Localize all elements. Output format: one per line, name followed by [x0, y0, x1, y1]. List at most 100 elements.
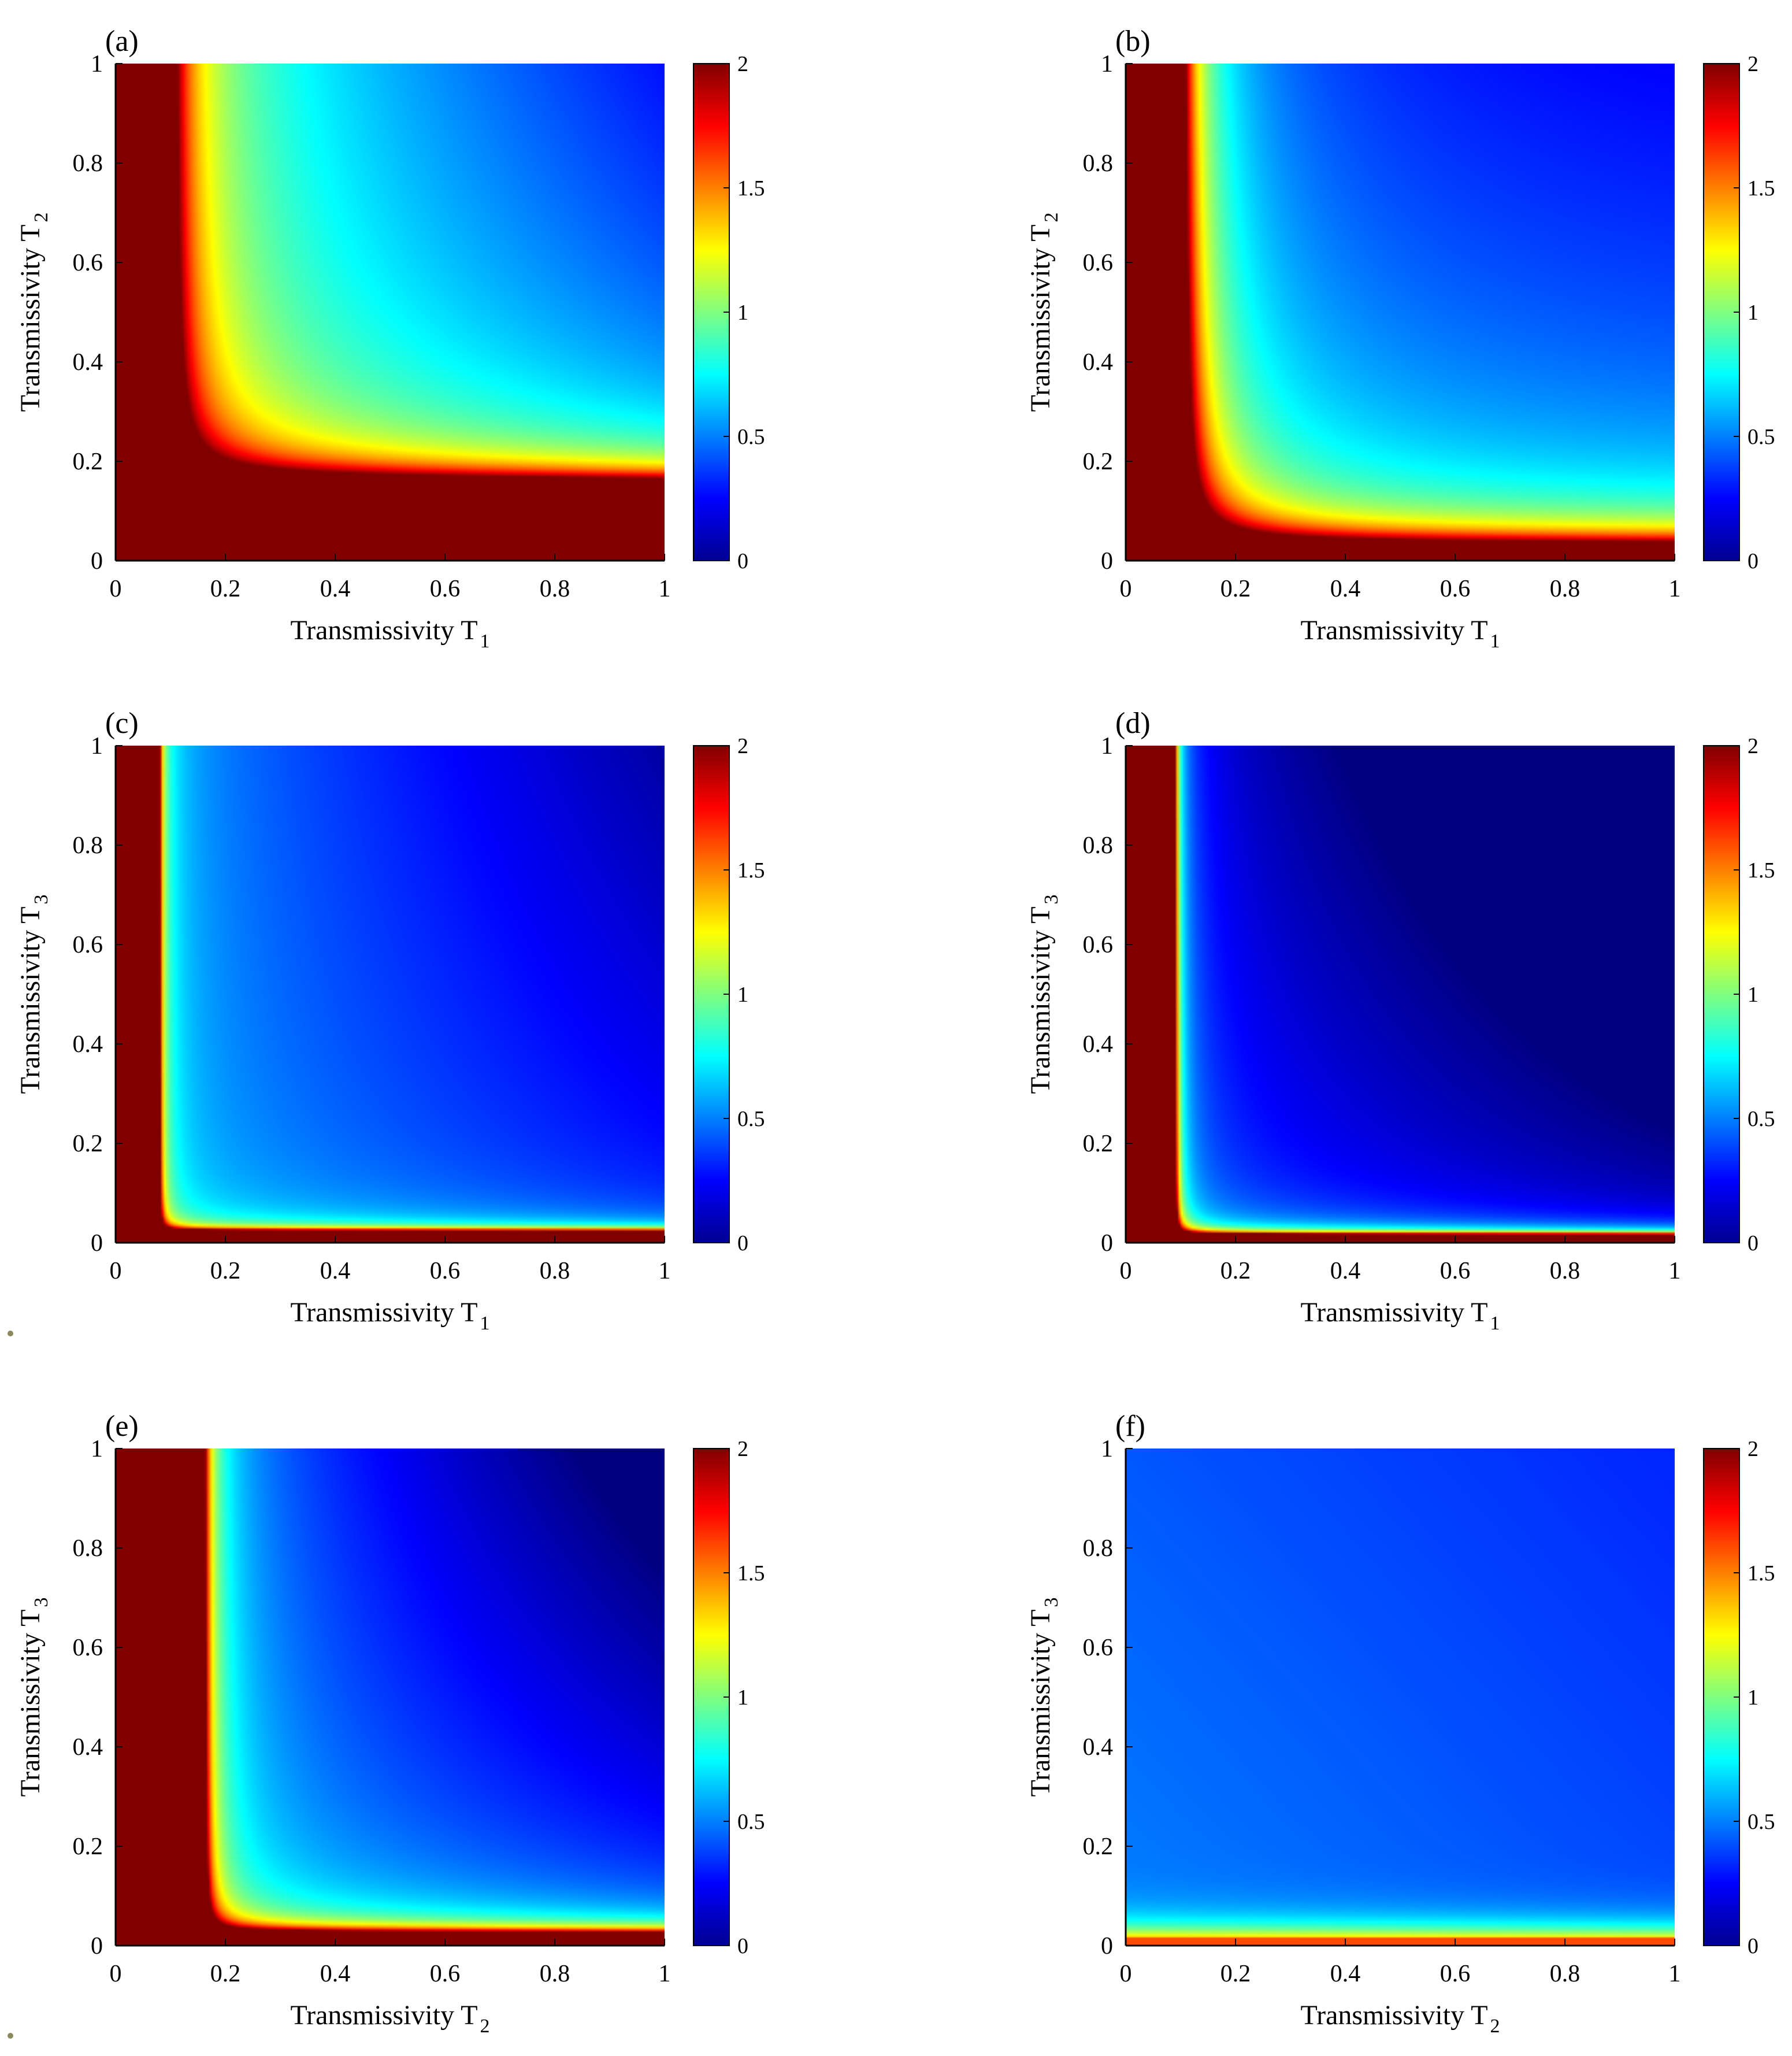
- colorbar-tick-label: 1: [737, 301, 748, 325]
- colorbar-tick-label: 2: [1748, 1437, 1758, 1461]
- y-tick-label: 0.6: [73, 932, 103, 958]
- y-axis-label: Transmissivity T2: [1025, 212, 1062, 412]
- heatmap-image: [1126, 746, 1675, 1243]
- y-tick-label: 0.2: [73, 1833, 103, 1860]
- x-tick-label: 0: [1120, 1961, 1132, 1987]
- heatmap-panel: 0 0.2 0.4 0.6 0.8 1 0 0.2 0.4 0.6 0.8 1 Transmissivi…: [1025, 25, 1775, 652]
- x-tick-label: 0: [110, 576, 122, 602]
- panel-label: (c): [105, 707, 139, 740]
- y-tick-label: 1: [91, 1436, 103, 1462]
- x-tick-label: 0.4: [1330, 1961, 1361, 1987]
- x-tick-label: 0.2: [1220, 1961, 1251, 1987]
- x-tick-label: 0.8: [540, 1961, 570, 1987]
- y-tick-label: 1: [1101, 1436, 1113, 1462]
- y-axis-label: Transmissivity T2: [15, 212, 52, 412]
- x-tick-label: 0.6: [430, 1258, 461, 1284]
- x-tick-label: 0.2: [1220, 576, 1251, 602]
- x-tick-label: 0.4: [320, 1961, 351, 1987]
- colorbar-tick-label: 1.5: [1748, 858, 1775, 883]
- x-tick-label: 1: [1669, 1258, 1681, 1284]
- colorbar-tick-label: 2: [737, 734, 748, 758]
- y-tick-label: 0.8: [1083, 150, 1114, 177]
- y-tick-label: 1: [91, 733, 103, 760]
- colorbar-tick-label: 0: [1748, 1934, 1758, 1958]
- y-axis-label: Transmissivity T3: [1025, 1597, 1062, 1796]
- x-tick-label: 1: [1669, 576, 1681, 602]
- y-tick-label: 0.2: [1083, 1833, 1114, 1860]
- y-axis-label: Transmissivity T3: [1025, 894, 1062, 1094]
- heatmap-image: [116, 64, 665, 561]
- y-tick-label: 0.6: [1083, 1635, 1114, 1661]
- x-tick-label: 0.2: [210, 1961, 241, 1987]
- x-tick-label: 0: [1120, 1258, 1132, 1284]
- x-tick-label: 1: [659, 1961, 671, 1987]
- colorbar-tick-label: 1: [1748, 1685, 1758, 1710]
- colorbar-tick-label: 1.5: [737, 176, 765, 201]
- y-axis-label: Transmissivity T3: [15, 894, 52, 1094]
- heatmap-panel: 0 0.2 0.4 0.6 0.8 1 0 0.2 0.4 0.6 0.8 1 Transmissivi…: [15, 25, 765, 652]
- x-tick-label: 0.2: [210, 576, 241, 602]
- y-tick-label: 0.6: [73, 1635, 103, 1661]
- colorbar-tick-label: 1: [737, 983, 748, 1007]
- colorbar-tick-label: 2: [737, 1437, 748, 1461]
- x-tick-label: 0: [110, 1258, 122, 1284]
- y-tick-label: 0: [1101, 548, 1113, 575]
- y-tick-label: 0.2: [73, 1131, 103, 1157]
- x-tick-label: 0.6: [1440, 1258, 1471, 1284]
- colorbar-tick-label: 0: [737, 1934, 748, 1958]
- y-tick-label: 0: [91, 1933, 103, 1959]
- stray-dot: [8, 1331, 13, 1336]
- x-tick-label: 0.4: [320, 576, 351, 602]
- colorbar-tick-label: 1.5: [737, 1561, 765, 1585]
- y-tick-label: 0.2: [1083, 449, 1114, 475]
- colorbar-tick-label: 1.5: [1748, 1561, 1775, 1585]
- panel-label: (f): [1115, 1410, 1145, 1443]
- colorbar-tick-label: 2: [1748, 52, 1758, 76]
- panel-label: (b): [1115, 25, 1151, 58]
- colorbar-tick-label: 2: [1748, 734, 1758, 758]
- colorbar-tick-label: 0.5: [1748, 1810, 1775, 1834]
- y-tick-label: 0.8: [1083, 1535, 1114, 1562]
- x-tick-label: 0.4: [320, 1258, 351, 1284]
- panel-label: (d): [1115, 707, 1151, 740]
- x-tick-label: 0.8: [1550, 1961, 1580, 1987]
- y-tick-label: 0.8: [73, 150, 103, 177]
- x-tick-label: 0.8: [1550, 1258, 1580, 1284]
- heatmap-image: [116, 1449, 665, 1946]
- x-tick-label: 1: [659, 1258, 671, 1284]
- x-tick-label: 0.6: [1440, 1961, 1471, 1987]
- y-tick-label: 0: [1101, 1933, 1113, 1959]
- y-tick-label: 0.2: [73, 449, 103, 475]
- y-tick-label: 0.4: [1083, 1734, 1114, 1761]
- y-tick-label: 0: [91, 548, 103, 575]
- x-tick-label: 0: [1120, 576, 1132, 602]
- colorbar-tick-label: 0.5: [737, 1810, 765, 1834]
- y-tick-label: 0.2: [1083, 1131, 1114, 1157]
- colorbar-tick-label: 1: [737, 1685, 748, 1710]
- colorbar-tick-label: 0.5: [1748, 425, 1775, 449]
- heatmap-panel: 0 0.2 0.4 0.6 0.8 1 0 0.2 0.4 0.6 0.8 1 Transmissivi…: [1025, 1410, 1775, 2037]
- x-tick-label: 1: [659, 576, 671, 602]
- heatmap-image: [1126, 64, 1675, 561]
- x-tick-label: 0.2: [1220, 1258, 1251, 1284]
- colorbar-tick-label: 0.5: [1748, 1107, 1775, 1131]
- heatmap-panel: 0 0.2 0.4 0.6 0.8 1 0 0.2 0.4 0.6 0.8 1 Transmissivi…: [15, 707, 765, 1334]
- colorbar-tick-label: 1.5: [737, 858, 765, 883]
- x-tick-label: 0.6: [430, 1961, 461, 1987]
- y-tick-label: 0.6: [1083, 932, 1114, 958]
- y-tick-label: 0: [1101, 1230, 1113, 1257]
- y-tick-label: 1: [91, 51, 103, 77]
- colorbar-tick-label: 0.5: [737, 425, 765, 449]
- x-tick-label: 0.8: [540, 1258, 570, 1284]
- x-tick-label: 1: [1669, 1961, 1681, 1987]
- x-tick-label: 0.2: [210, 1258, 241, 1284]
- colorbar-tick-label: 1.5: [1748, 176, 1775, 201]
- y-tick-label: 0.4: [1083, 349, 1114, 376]
